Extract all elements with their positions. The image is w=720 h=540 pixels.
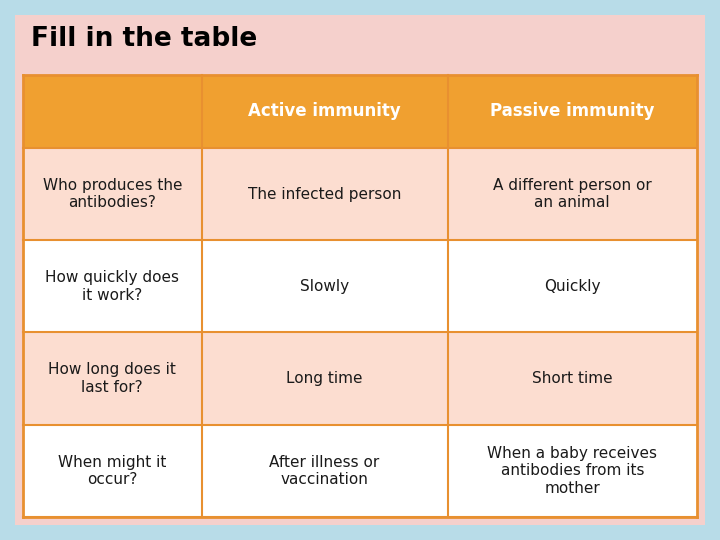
Text: Active immunity: Active immunity [248, 103, 401, 120]
Text: How quickly does
it work?: How quickly does it work? [45, 270, 179, 302]
Text: Short time: Short time [532, 371, 613, 386]
Text: When might it
occur?: When might it occur? [58, 455, 166, 487]
Text: When a baby receives
antibodies from its
mother: When a baby receives antibodies from its… [487, 446, 657, 496]
Bar [23, 333, 697, 425]
Text: After illness or
vaccination: After illness or vaccination [269, 455, 379, 487]
Text: Fill in the table: Fill in the table [31, 26, 257, 52]
Text: Quickly: Quickly [544, 279, 600, 294]
Text: Slowly: Slowly [300, 279, 349, 294]
Text: A different person or
an animal: A different person or an animal [493, 178, 652, 210]
Bar [23, 148, 697, 240]
Text: How long does it
last for?: How long does it last for? [48, 362, 176, 395]
Text: Who produces the
antibodies?: Who produces the antibodies? [42, 178, 182, 210]
Bar [23, 240, 697, 333]
Bar [23, 75, 697, 148]
Bar [23, 425, 697, 517]
Text: Passive immunity: Passive immunity [490, 103, 654, 120]
Text: The infected person: The infected person [248, 186, 401, 201]
Text: Long time: Long time [287, 371, 363, 386]
